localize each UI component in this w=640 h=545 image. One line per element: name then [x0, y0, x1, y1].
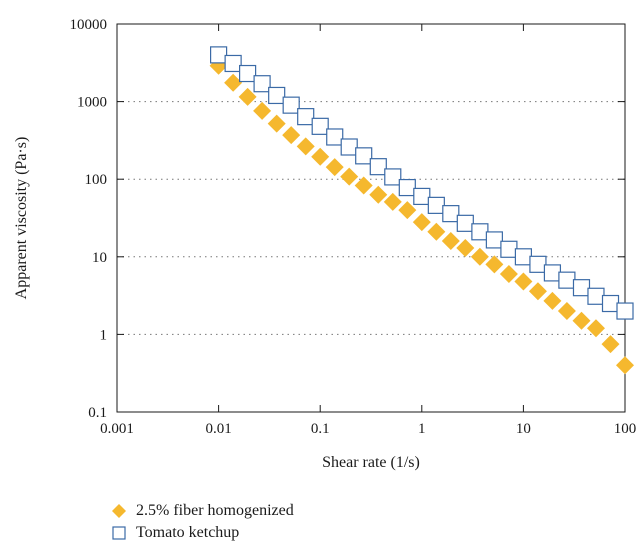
y-tick-label-1: 1: [100, 327, 108, 343]
point-series-1-23: [543, 264, 562, 282]
point-series-0-9: [340, 167, 359, 186]
y-tick-labels: 0.1 1 10 100 1000 10000: [70, 17, 108, 421]
series-1: [210, 46, 634, 320]
x-tick-label-0: 0.001: [100, 421, 134, 437]
point-series-1-21: [514, 248, 533, 266]
point-series-0-22: [528, 282, 547, 301]
point-series-0-3: [253, 101, 272, 120]
chart-canvas: 0.001 0.01 0.1 1 10 100 0.1 1 10 100 1000 10000 Sh…: [13, 17, 636, 471]
point-series-1-6: [297, 108, 315, 126]
point-series-1-19: [485, 231, 503, 249]
point-series-1-17: [456, 214, 474, 232]
y-tick-label-4: 1000: [77, 95, 107, 111]
point-series-1-11: [369, 158, 387, 176]
point-series-1-25: [572, 279, 591, 297]
legend-item-series-1: Tomato ketchup: [108, 522, 294, 544]
point-series-1-27: [601, 294, 620, 313]
point-series-0-1: [224, 73, 243, 92]
point-series-0-10: [354, 176, 373, 195]
point-series-0-12: [383, 192, 402, 211]
point-series-0-7: [311, 147, 330, 166]
point-series-0-21: [514, 272, 533, 291]
point-series-0-19: [485, 255, 504, 274]
point-series-1-1: [224, 54, 242, 73]
diamond-marker-icon: [108, 503, 130, 519]
series-0: [209, 56, 634, 375]
point-series-0-26: [586, 319, 605, 338]
point-series-1-7: [311, 117, 329, 135]
point-series-1-0: [210, 46, 228, 64]
grid-lines: [117, 101, 625, 335]
point-series-0-13: [398, 201, 417, 220]
y-tick-label-5: 10000: [70, 17, 108, 33]
x-axis-title: Shear rate (1/s): [322, 454, 420, 471]
x-tick-labels: 0.001 0.01 0.1 1 10 100: [100, 421, 636, 437]
point-series-0-5: [282, 126, 301, 145]
y-axis-title: Apparent viscosity (Pa·s): [13, 137, 30, 300]
x-tick-label-1: 0.01: [205, 421, 231, 437]
point-series-0-8: [325, 158, 344, 177]
x-tick-label-2: 0.1: [311, 421, 330, 437]
y-tick-label-3: 100: [85, 172, 108, 188]
legend-label-series-1: Tomato ketchup: [136, 524, 240, 541]
point-series-0-0: [209, 56, 228, 75]
point-series-0-4: [267, 114, 286, 133]
point-series-0-14: [412, 213, 431, 232]
y-tick-label-0: 0.1: [88, 405, 107, 421]
point-series-0-17: [456, 238, 475, 257]
point-series-1-26: [587, 287, 605, 305]
x-tick-label-3: 1: [418, 421, 426, 437]
x-tick-label-4: 10: [516, 421, 531, 437]
point-series-1-8: [326, 128, 344, 146]
point-series-0-20: [499, 265, 518, 284]
point-series-1-28: [616, 302, 634, 320]
point-series-1-20: [500, 240, 518, 258]
point-series-1-13: [398, 178, 416, 197]
point-series-1-15: [427, 196, 445, 214]
point-series-0-6: [296, 137, 315, 156]
x-tick-label-5: 100: [614, 421, 637, 437]
data-marks: [209, 46, 634, 375]
point-series-1-10: [355, 147, 373, 165]
point-series-1-16: [442, 205, 460, 223]
point-series-1-24: [558, 271, 576, 289]
point-series-1-3: [253, 75, 271, 93]
point-series-0-16: [441, 231, 460, 250]
legend-item-series-0: 2.5% fiber homogenized: [108, 500, 294, 522]
legend-label-series-0: 2.5% fiber homogenized: [136, 502, 294, 519]
point-series-1-22: [529, 255, 547, 273]
plot-frame: [116, 23, 626, 413]
point-series-0-2: [238, 87, 257, 106]
legend: 2.5% fiber homogenized Tomato ketchup: [108, 500, 294, 544]
point-series-1-9: [340, 138, 358, 156]
point-series-1-18: [471, 223, 489, 241]
y-tick-label-2: 10: [92, 250, 107, 266]
point-series-1-5: [282, 96, 300, 114]
point-series-1-12: [384, 168, 402, 186]
point-series-0-27: [601, 335, 620, 354]
square-marker-icon: [108, 525, 130, 541]
point-series-1-2: [239, 64, 257, 83]
point-series-1-4: [268, 86, 286, 105]
point-series-0-23: [543, 291, 562, 310]
point-series-0-18: [470, 247, 489, 266]
point-series-0-28: [616, 356, 634, 375]
axis-ticks: [116, 23, 626, 413]
point-series-0-24: [557, 302, 576, 321]
point-series-0-15: [427, 222, 446, 241]
point-series-0-11: [369, 185, 388, 204]
point-series-0-25: [572, 311, 591, 330]
point-series-1-14: [413, 187, 431, 206]
